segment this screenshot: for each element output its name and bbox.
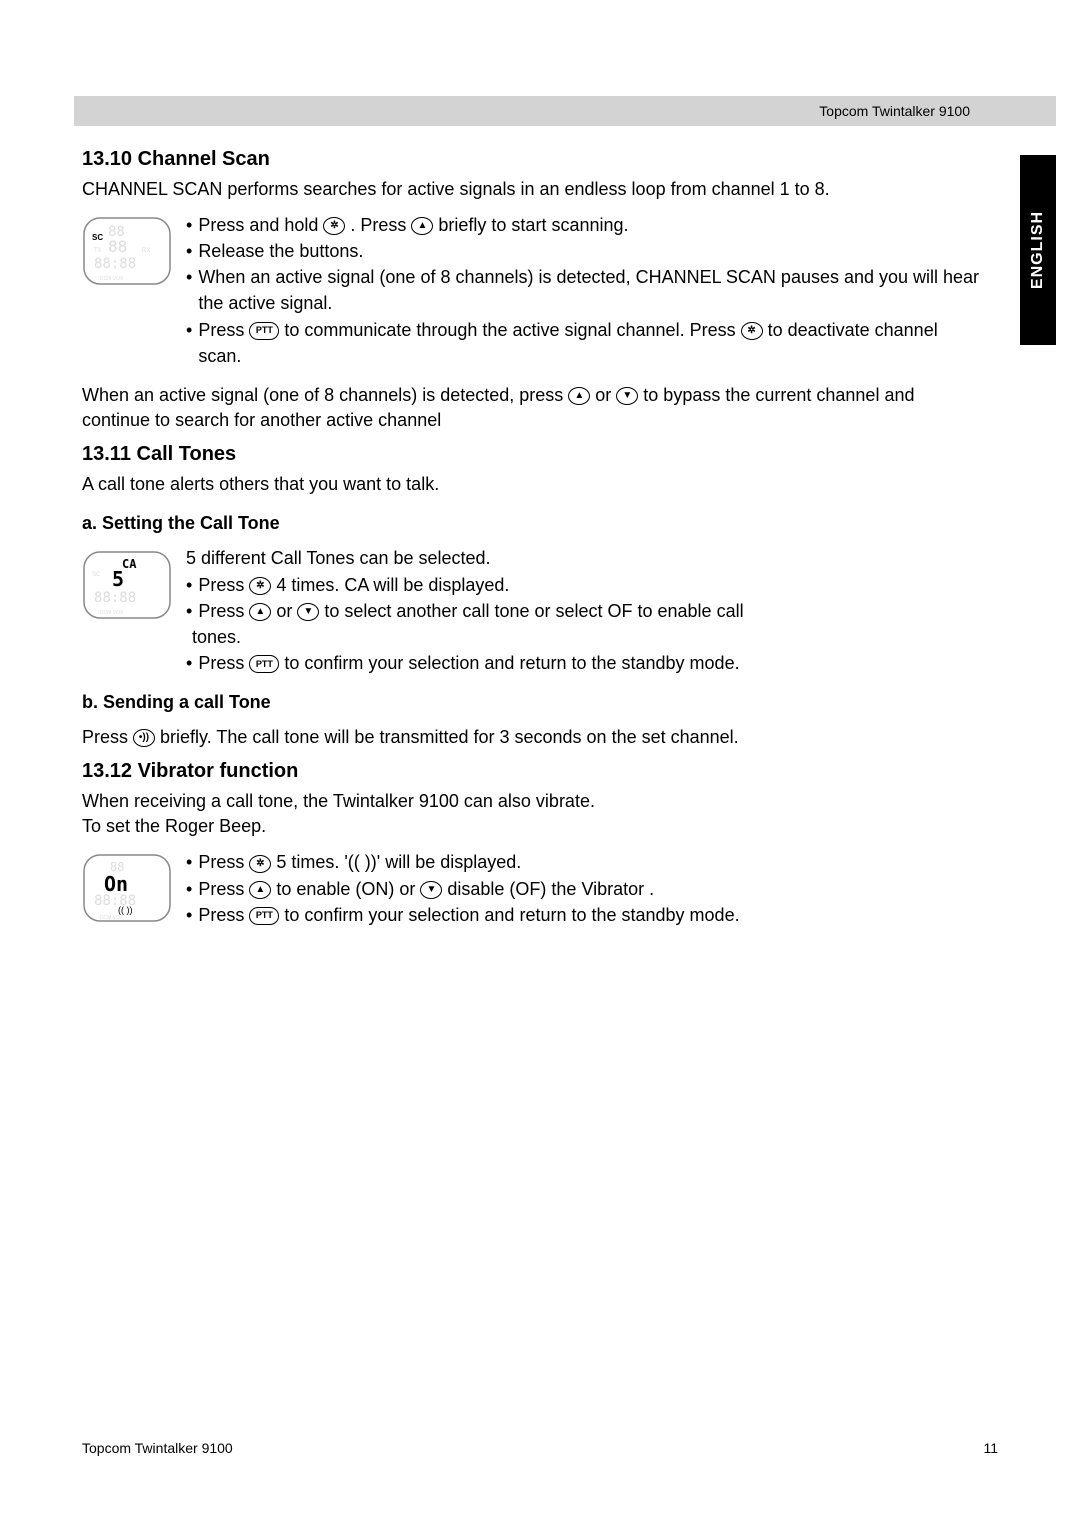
svg-text:DCM VOX: DCM VOX xyxy=(100,610,124,616)
svg-text:SC: SC xyxy=(92,233,103,242)
heading-vibrator: 13.12 Vibrator function xyxy=(82,760,980,783)
t: to confirm your selection and return to … xyxy=(279,653,739,673)
up-icon: ▲ xyxy=(249,603,271,621)
block-vibrator: 88 On 88:88 (( )) DCM VOX •Press ✲ 5 tim… xyxy=(82,849,980,928)
t: or xyxy=(590,385,616,405)
sending-call-tone-text: Press •)) briefly. The call tone will be… xyxy=(82,725,980,750)
t: Press xyxy=(198,905,249,925)
block-channel-scan: SC 88 88 TX RX 88:88 DCM VOX •Press and … xyxy=(82,212,980,369)
t: Press xyxy=(198,852,249,872)
svg-text:88:88: 88:88 xyxy=(94,256,136,272)
t: disable (OF) the Vibrator . xyxy=(442,879,654,899)
language-label: ENGLISH xyxy=(1029,211,1047,289)
footer-page-number: 11 xyxy=(983,1440,998,1456)
t: Release the buttons. xyxy=(198,238,980,264)
svg-text:(( )): (( )) xyxy=(118,905,133,915)
t: 4 times. CA will be displayed. xyxy=(271,575,509,595)
t: When an active signal (one of 8 channels… xyxy=(198,264,980,316)
up-icon: ▲ xyxy=(568,387,590,405)
t: When an active signal (one of 8 channels… xyxy=(82,385,568,405)
list-call-tones: 5 different Call Tones can be selected. … xyxy=(186,546,980,676)
t: . Press xyxy=(345,215,411,235)
t: briefly. The call tone will be transmitt… xyxy=(155,727,739,747)
svg-text:5: 5 xyxy=(112,567,124,591)
t: to communicate through the active signal… xyxy=(279,320,740,340)
svg-text:88: 88 xyxy=(108,237,127,256)
svg-text:RX: RX xyxy=(142,248,150,254)
t: ' will be displayed. xyxy=(377,852,522,872)
block-call-tones: CA 5 SC 88:88 DCM VOX 5 different Call T… xyxy=(82,546,980,676)
t: Press xyxy=(198,879,249,899)
svg-text:SC: SC xyxy=(92,572,101,578)
language-tab: ENGLISH xyxy=(1020,155,1056,345)
down-icon: ▼ xyxy=(420,881,442,899)
t: to select another call tone or select OF… xyxy=(319,601,743,621)
t: tones. xyxy=(192,624,980,650)
pretext-call-tones: 5 different Call Tones can be selected. xyxy=(186,546,980,571)
sub-sending-call-tone: b. Sending a call Tone xyxy=(82,692,980,713)
ptt-icon: PTT xyxy=(249,907,279,925)
down-icon: ▼ xyxy=(616,387,638,405)
ptt-icon: PTT xyxy=(249,322,279,340)
t: to confirm your selection and return to … xyxy=(279,905,739,925)
list-channel-scan: •Press and hold ✲ . Press ▲ briefly to s… xyxy=(186,212,980,369)
t: Press and hold xyxy=(198,215,323,235)
page-footer: Topcom Twintalker 9100 11 xyxy=(82,1440,998,1456)
t: Press xyxy=(198,575,249,595)
svg-text:TX: TX xyxy=(94,248,102,254)
down-icon: ▼ xyxy=(297,603,319,621)
lcd-display-on: 88 On 88:88 (( )) DCM VOX xyxy=(82,853,172,928)
menu-icon: ✲ xyxy=(323,217,345,235)
call-icon: •)) xyxy=(133,729,155,747)
svg-text:DCM VOX: DCM VOX xyxy=(100,276,124,282)
header-product-name: Topcom Twintalker 9100 xyxy=(819,103,970,119)
t: 5 times. ' xyxy=(271,852,347,872)
t: Press xyxy=(198,320,249,340)
menu-icon: ✲ xyxy=(741,322,763,340)
sub-setting-call-tone: a. Setting the Call Tone xyxy=(82,513,980,534)
intro-call-tones: A call tone alerts others that you want … xyxy=(82,472,980,497)
lcd-display-sc: SC 88 88 TX RX 88:88 DCM VOX xyxy=(82,216,172,291)
lcd-display-ca: CA 5 SC 88:88 DCM VOX xyxy=(82,550,172,625)
t: briefly to start scanning. xyxy=(433,215,628,235)
intro-vibrator-1: When receiving a call tone, the Twintalk… xyxy=(82,789,980,814)
vibrate-icon: (( )) xyxy=(348,852,377,872)
t: or xyxy=(271,601,297,621)
ptt-icon: PTT xyxy=(249,655,279,673)
t: Press xyxy=(198,601,249,621)
heading-channel-scan: 13.10 Channel Scan xyxy=(82,148,980,171)
t: Press xyxy=(82,727,133,747)
svg-text:88:88: 88:88 xyxy=(94,590,136,606)
outro-channel-scan: When an active signal (one of 8 channels… xyxy=(82,383,980,433)
heading-call-tones: 13.11 Call Tones xyxy=(82,443,980,466)
menu-icon: ✲ xyxy=(249,577,271,595)
t: Press xyxy=(198,653,249,673)
svg-text:CA: CA xyxy=(122,557,137,571)
intro-channel-scan: CHANNEL SCAN performs searches for activ… xyxy=(82,177,980,202)
list-vibrator: •Press ✲ 5 times. '(( ))' will be displa… xyxy=(186,849,980,927)
t: to enable (ON) or xyxy=(271,879,420,899)
svg-text:DCM VOX: DCM VOX xyxy=(100,915,124,921)
page-content: 13.10 Channel Scan CHANNEL SCAN performs… xyxy=(82,140,980,942)
up-icon: ▲ xyxy=(249,881,271,899)
menu-icon: ✲ xyxy=(249,855,271,873)
footer-product: Topcom Twintalker 9100 xyxy=(82,1440,233,1456)
up-icon: ▲ xyxy=(411,217,433,235)
intro-vibrator-2: To set the Roger Beep. xyxy=(82,814,980,839)
